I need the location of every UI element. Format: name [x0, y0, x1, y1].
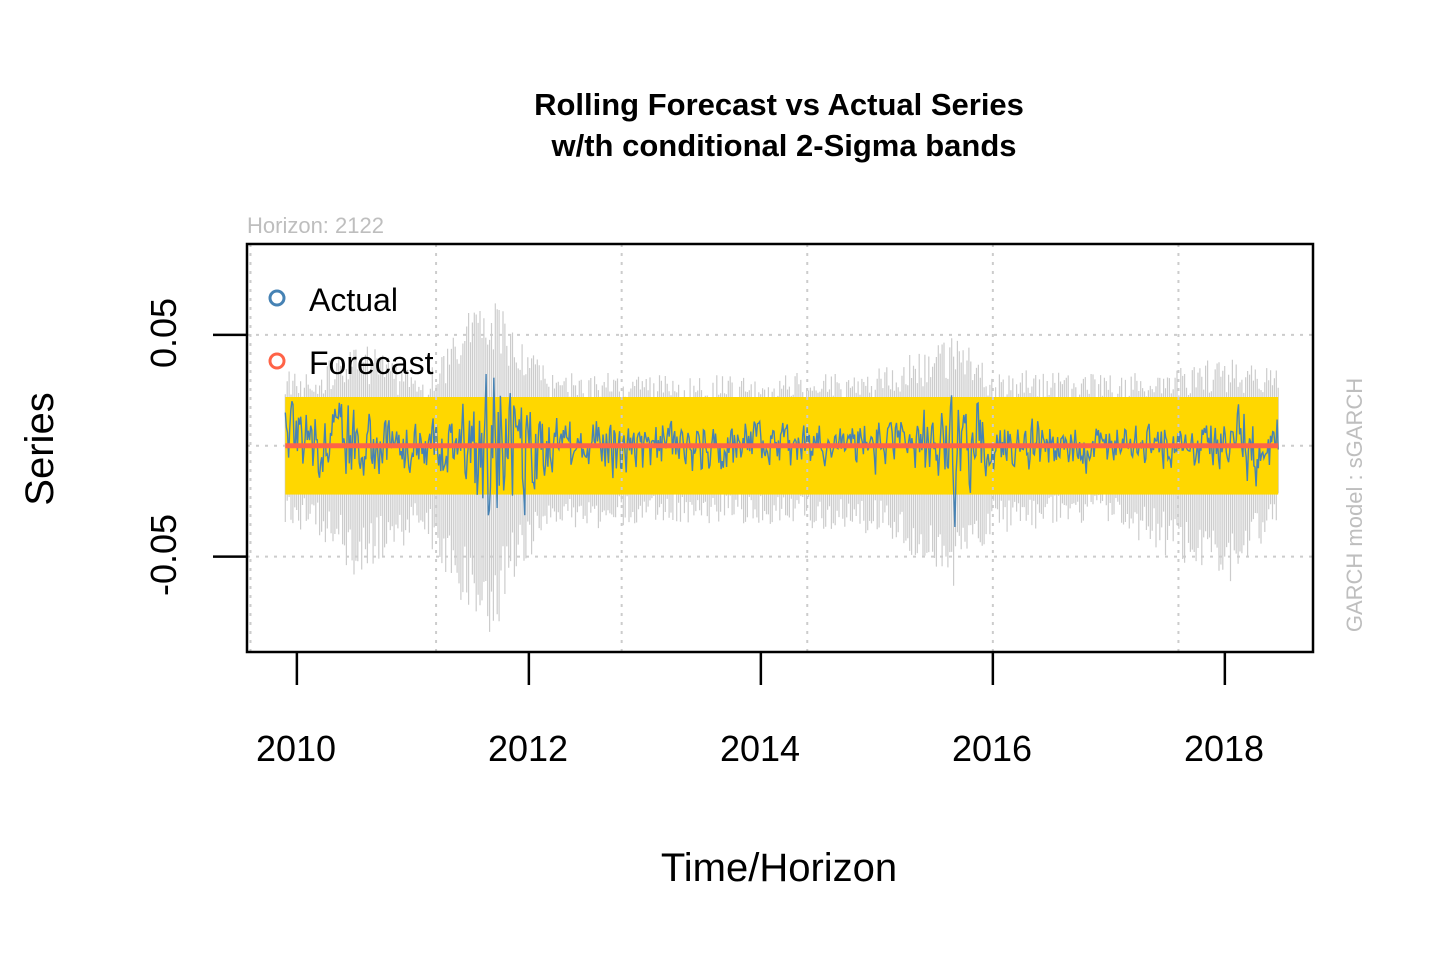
legend-marker-forecast: [268, 352, 286, 370]
x-tick-label-2016: 2016: [952, 728, 1032, 769]
x-tick-label-2010: 2010: [256, 728, 336, 769]
legend-marker-actual: [268, 289, 286, 307]
legend-label-actual: Actual: [309, 282, 398, 318]
x-tick-label-2014: 2014: [720, 728, 800, 769]
chart-subtitle: w/th conditional 2-Sigma bands: [550, 128, 1016, 163]
legend-label-forecast: Forecast: [309, 345, 434, 381]
horizon-note: Horizon: 2122: [247, 213, 384, 238]
chart-title: Rolling Forecast vs Actual Series: [534, 87, 1024, 122]
x-tick-label-2018: 2018: [1184, 728, 1264, 769]
y-tick-label-neg: -0.05: [143, 514, 184, 596]
y-tick-label-pos: 0.05: [143, 298, 184, 368]
y-axis-label: Series: [18, 392, 62, 505]
series-actual-line: [284, 373, 1279, 528]
plot-area: [213, 242, 1315, 685]
legend: Actual Forecast: [268, 282, 434, 381]
model-note: GARCH model : sGARCH: [1342, 378, 1367, 632]
plot-frame: [245, 242, 1315, 654]
x-tick-label-2012: 2012: [488, 728, 568, 769]
x-axis-label: Time/Horizon: [661, 846, 897, 890]
